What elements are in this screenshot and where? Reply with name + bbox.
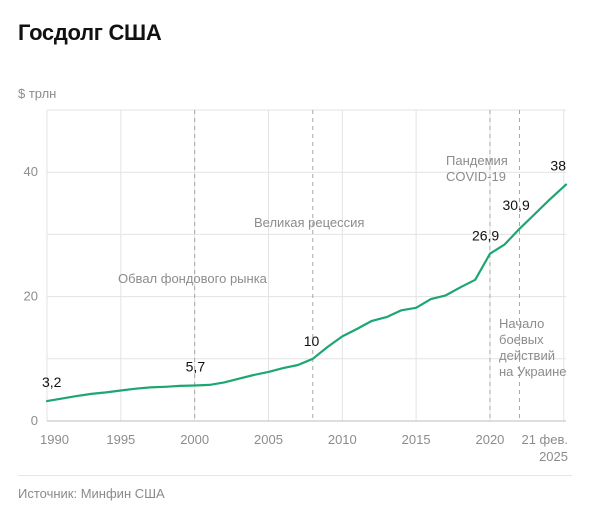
- x-tick-label: 2000: [180, 432, 209, 447]
- series-group: [45, 183, 568, 403]
- y-tick-label: 20: [24, 289, 38, 304]
- y-tick-label: 40: [24, 164, 38, 179]
- x-tick-label: 2010: [328, 432, 357, 447]
- event-annotation: боевых: [499, 332, 544, 347]
- x-tick-label: 2020: [475, 432, 504, 447]
- event-markers: Обвал фондового рынка Великая рецессия Пан…: [118, 110, 567, 421]
- event-annotation: действий: [499, 348, 555, 363]
- data-label: 26,9: [472, 228, 499, 244]
- data-labels: 3,2 5,7 10 26,930,9 38: [42, 158, 566, 390]
- event-annotation: Обвал фондового рынка: [118, 271, 268, 286]
- chart-title: Госдолг США: [18, 20, 162, 45]
- data-label: 10: [304, 333, 320, 349]
- x-tick-label: 2015: [402, 432, 431, 447]
- y-tick-labels: 0 20 40: [24, 164, 38, 428]
- data-label: 5,7: [186, 359, 206, 375]
- source-note: Источник: Минфин США: [18, 486, 165, 501]
- x-tick-label: 2005: [254, 432, 283, 447]
- series-line: [45, 183, 568, 403]
- y-tick-label: 0: [31, 413, 38, 428]
- event-annotation: COVID-19: [446, 169, 506, 184]
- event-annotation: на Украине: [499, 364, 567, 379]
- y-axis-label: $ трлн: [18, 86, 56, 101]
- event-annotation: Начало: [499, 316, 544, 331]
- x-tick-label-end-line2: 2025: [539, 449, 568, 464]
- x-tick-label-end-line1: 21 фев.: [521, 432, 568, 447]
- event-annotation: Великая рецессия: [254, 215, 364, 230]
- event-annotation: Пандемия: [446, 153, 508, 168]
- x-tick-labels: 1990 1995 2000 2005 2010 2015 2020 21 фев. 2025: [40, 432, 568, 464]
- data-label: 38: [550, 158, 566, 174]
- x-tick-label: 1990: [40, 432, 69, 447]
- source-divider: [18, 475, 572, 476]
- data-label: 30,9: [502, 197, 529, 213]
- line-chart: $ трлн Обвал фондового рынка Великая реце…: [18, 86, 568, 464]
- data-label: 3,2: [42, 374, 62, 390]
- x-tick-label: 1995: [106, 432, 135, 447]
